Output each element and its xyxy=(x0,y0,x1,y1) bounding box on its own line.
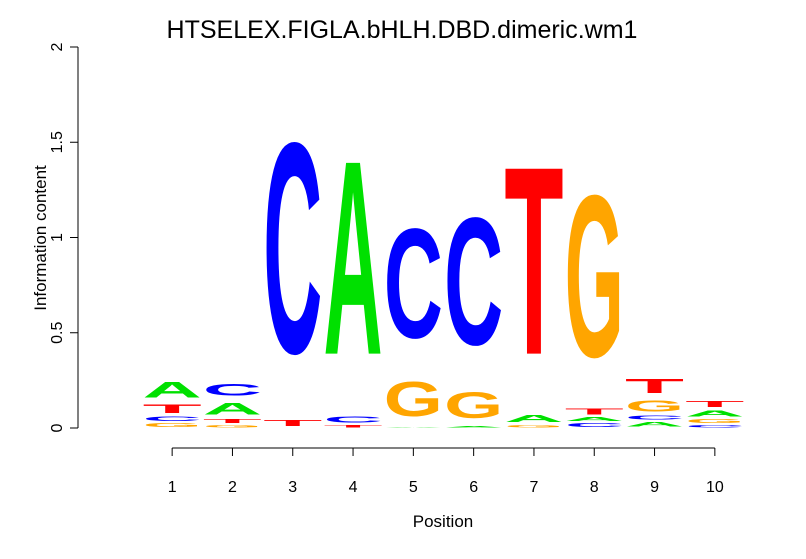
logo-letter: T xyxy=(685,399,744,409)
logo-letter: G xyxy=(625,397,684,414)
logo-letter: A xyxy=(324,104,383,413)
logo-letter: A xyxy=(143,377,202,402)
logo-letter: T xyxy=(504,110,563,411)
logo-letter: A xyxy=(504,413,563,424)
x-tick-label: 8 xyxy=(590,479,599,496)
logo-letter: T xyxy=(143,402,202,415)
logo-letter: G xyxy=(565,148,624,406)
logo-letter: C xyxy=(565,422,624,428)
logo-letter: A xyxy=(625,420,684,428)
logo-letter: C xyxy=(444,179,503,383)
logo-letter: T xyxy=(203,418,262,424)
logo-letter: A xyxy=(384,427,443,428)
logo-letter: T xyxy=(625,375,684,398)
logo-letter: G xyxy=(444,384,503,426)
logo-letter: T xyxy=(565,407,624,417)
logo-letter: A xyxy=(565,417,624,423)
x-tick-label: 3 xyxy=(288,479,297,496)
y-tick-label: 0.5 xyxy=(49,322,66,344)
y-tick-label: 1.5 xyxy=(49,131,66,153)
logo-letter: T xyxy=(263,418,322,428)
logo-letter: C xyxy=(143,416,202,423)
y-tick-label: 0 xyxy=(49,423,66,432)
logo-letter: A xyxy=(444,426,503,428)
logo-letter: G xyxy=(504,424,563,428)
x-tick-label: 5 xyxy=(409,479,418,496)
y-axis-label: Information content xyxy=(31,165,50,311)
logo-letter: G xyxy=(143,422,202,428)
x-tick-label: 2 xyxy=(228,479,237,496)
x-tick-label: 1 xyxy=(168,479,177,496)
logo-letter: A xyxy=(685,409,744,419)
x-tick-label: 10 xyxy=(706,479,724,496)
logo-letter: G xyxy=(685,419,744,425)
y-tick-label: 1 xyxy=(49,233,66,242)
x-axis-label: Position xyxy=(413,512,473,531)
logo-letter: G xyxy=(384,372,443,427)
logo-letter: C xyxy=(324,415,383,425)
x-tick-label: 9 xyxy=(650,479,659,496)
logo-letter: C xyxy=(203,380,262,399)
y-tick-label: 2 xyxy=(49,42,66,51)
x-tick-label: 4 xyxy=(349,479,358,496)
logo-letter: T xyxy=(324,424,383,428)
logo-letter: C xyxy=(384,197,443,371)
x-tick-label: 7 xyxy=(529,479,538,496)
x-tick-label: 6 xyxy=(469,479,478,496)
logo-letter: G xyxy=(203,424,262,428)
logo-letter: C xyxy=(263,79,322,416)
chart-title: HTSELEX.FIGLA.bHLH.DBD.dimeric.wm1 xyxy=(167,16,638,44)
logo-letter: C xyxy=(625,415,684,421)
logo-letter: A xyxy=(203,399,262,418)
logo-letter: C xyxy=(685,424,744,428)
